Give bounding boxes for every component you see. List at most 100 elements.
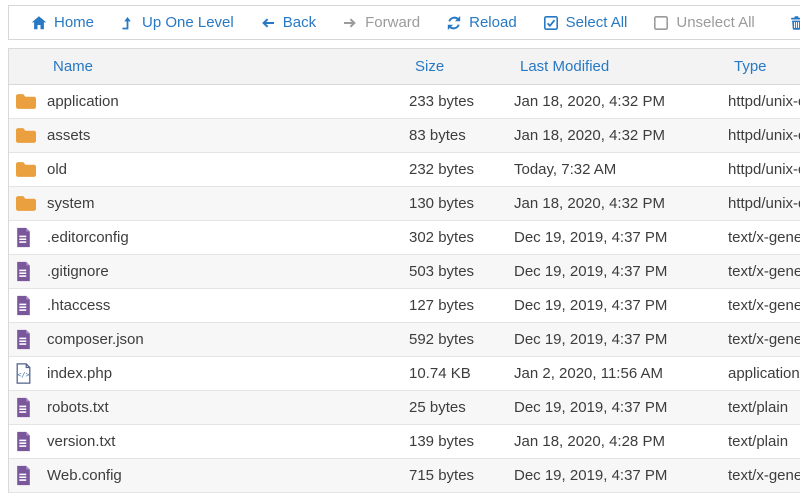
file-size: 83 bytes <box>409 127 466 144</box>
file-name: system <box>47 195 95 212</box>
text-file-icon <box>17 329 30 350</box>
file-size: 25 bytes <box>409 399 466 416</box>
table-row[interactable]: </> old 232 bytes Today, 7:32 AM httpd/u… <box>9 153 800 187</box>
file-table-body: </> application 233 bytes Jan 18, 2020, … <box>9 85 800 493</box>
column-header-name[interactable]: Name <box>53 58 94 75</box>
folder-icon <box>16 94 36 109</box>
back-button[interactable]: Back <box>247 6 329 39</box>
file-size: 139 bytes <box>409 433 475 450</box>
file-size: 232 bytes <box>409 161 475 178</box>
file-name: application <box>47 93 119 110</box>
file-last-modified: Dec 19, 2019, 4:37 PM <box>514 399 668 416</box>
file-last-modified: Jan 2, 2020, 11:56 AM <box>514 365 663 382</box>
file-type-icon-cell: </> <box>9 431 47 452</box>
reload-button[interactable]: Reload <box>433 6 530 39</box>
file-table-header: Name Size Last Modified Type <box>9 49 800 85</box>
file-name: old <box>47 161 68 178</box>
file-size: 715 bytes <box>409 467 475 484</box>
file-type: httpd/unix-directory <box>728 161 800 178</box>
file-type: application/x-php <box>728 365 800 382</box>
file-name: assets <box>47 127 91 144</box>
table-row[interactable]: </> application 233 bytes Jan 18, 2020, … <box>9 85 800 119</box>
view-trash-button[interactable]: View Trash <box>776 6 800 39</box>
reload-label: Reload <box>469 14 517 31</box>
folder-icon <box>16 162 36 177</box>
table-row[interactable]: </> index.php 10.74 KB Jan 2, 2020, 11:5… <box>9 357 800 391</box>
forward-arrow-icon <box>344 17 356 28</box>
forward-button[interactable]: Forward <box>329 6 433 39</box>
text-file-icon <box>17 465 30 486</box>
select-all-checkbox-icon <box>543 15 558 30</box>
table-row[interactable]: </> system 130 bytes Jan 18, 2020, 4:32 … <box>9 187 800 221</box>
file-name: robots.txt <box>47 399 109 416</box>
file-type: text/x-generic <box>728 467 800 484</box>
table-row[interactable]: </> robots.txt 25 bytes Dec 19, 2019, 4:… <box>9 391 800 425</box>
file-name: version.txt <box>47 433 116 450</box>
select-all-button[interactable]: Select All <box>530 6 641 39</box>
file-type: text/x-generic <box>728 229 800 246</box>
file-table: Name Size Last Modified Type </> app <box>8 48 800 493</box>
file-last-modified: Dec 19, 2019, 4:37 PM <box>514 331 668 348</box>
home-button[interactable]: Home <box>18 6 107 39</box>
file-size: 10.74 KB <box>409 365 471 382</box>
file-size: 592 bytes <box>409 331 475 348</box>
home-icon <box>31 15 47 29</box>
code-file-icon: </> <box>16 363 31 384</box>
file-type: httpd/unix-directory <box>728 127 800 144</box>
file-type: httpd/unix-directory <box>728 195 800 212</box>
file-last-modified: Dec 19, 2019, 4:37 PM <box>514 263 668 280</box>
file-type-icon-cell: </> <box>9 93 47 110</box>
trash-icon <box>790 15 800 30</box>
file-size: 130 bytes <box>409 195 475 212</box>
table-row[interactable]: </> .gitignore 503 bytes Dec 19, 2019, 4… <box>9 255 800 289</box>
text-file-icon <box>17 431 30 452</box>
file-last-modified: Jan 18, 2020, 4:32 PM <box>514 127 665 144</box>
file-last-modified: Dec 19, 2019, 4:37 PM <box>514 297 668 314</box>
table-row[interactable]: </> assets 83 bytes Jan 18, 2020, 4:32 P… <box>9 119 800 153</box>
column-header-last-modified[interactable]: Last Modified <box>520 58 610 75</box>
select-all-label: Select All <box>565 14 628 31</box>
file-type: text/x-generic <box>728 263 800 280</box>
back-arrow-icon <box>261 17 274 28</box>
column-header-size[interactable]: Size <box>415 58 445 75</box>
reload-icon <box>447 15 461 30</box>
file-name: composer.json <box>47 331 144 348</box>
file-size: 503 bytes <box>409 263 475 280</box>
up-one-level-icon <box>122 16 131 29</box>
file-type-icon-cell: </> <box>9 363 47 384</box>
file-type-icon-cell: </> <box>9 295 47 316</box>
folder-icon <box>16 196 36 211</box>
toolbar: Home Up One Level Back Forward <box>8 5 800 40</box>
table-row[interactable]: </> version.txt 139 bytes Jan 18, 2020, … <box>9 425 800 459</box>
back-label: Back <box>282 14 317 31</box>
file-type: text/x-generic <box>728 297 800 314</box>
table-row[interactable]: </> .editorconfig 302 bytes Dec 19, 2019… <box>9 221 800 255</box>
text-file-icon <box>17 295 30 316</box>
file-type-icon-cell: </> <box>9 465 47 486</box>
svg-text:</>: </> <box>17 371 29 379</box>
file-size: 302 bytes <box>409 229 475 246</box>
file-name: Web.config <box>47 467 122 484</box>
column-header-type[interactable]: Type <box>734 58 767 75</box>
table-row[interactable]: </> .htaccess 127 bytes Dec 19, 2019, 4:… <box>9 289 800 323</box>
text-file-icon <box>17 397 30 418</box>
file-type-icon-cell: </> <box>9 261 47 282</box>
up-one-level-button[interactable]: Up One Level <box>107 6 247 39</box>
file-type: text/plain <box>728 433 789 450</box>
file-last-modified: Dec 19, 2019, 4:37 PM <box>514 229 668 246</box>
file-last-modified: Dec 19, 2019, 4:37 PM <box>514 467 668 484</box>
table-row[interactable]: </> Web.config 715 bytes Dec 19, 2019, 4… <box>9 459 800 493</box>
file-size: 233 bytes <box>409 93 475 110</box>
file-type: text/x-generic <box>728 331 800 348</box>
file-type-icon-cell: </> <box>9 397 47 418</box>
file-type-icon-cell: </> <box>9 161 47 178</box>
file-type: text/plain <box>728 399 789 416</box>
unselect-all-button[interactable]: Unselect All <box>640 6 767 39</box>
forward-label: Forward <box>365 14 421 31</box>
text-file-icon <box>17 261 30 282</box>
file-size: 127 bytes <box>409 297 475 314</box>
table-row[interactable]: </> composer.json 592 bytes Dec 19, 2019… <box>9 323 800 357</box>
file-name: index.php <box>47 365 113 382</box>
file-type-icon-cell: </> <box>9 127 47 144</box>
